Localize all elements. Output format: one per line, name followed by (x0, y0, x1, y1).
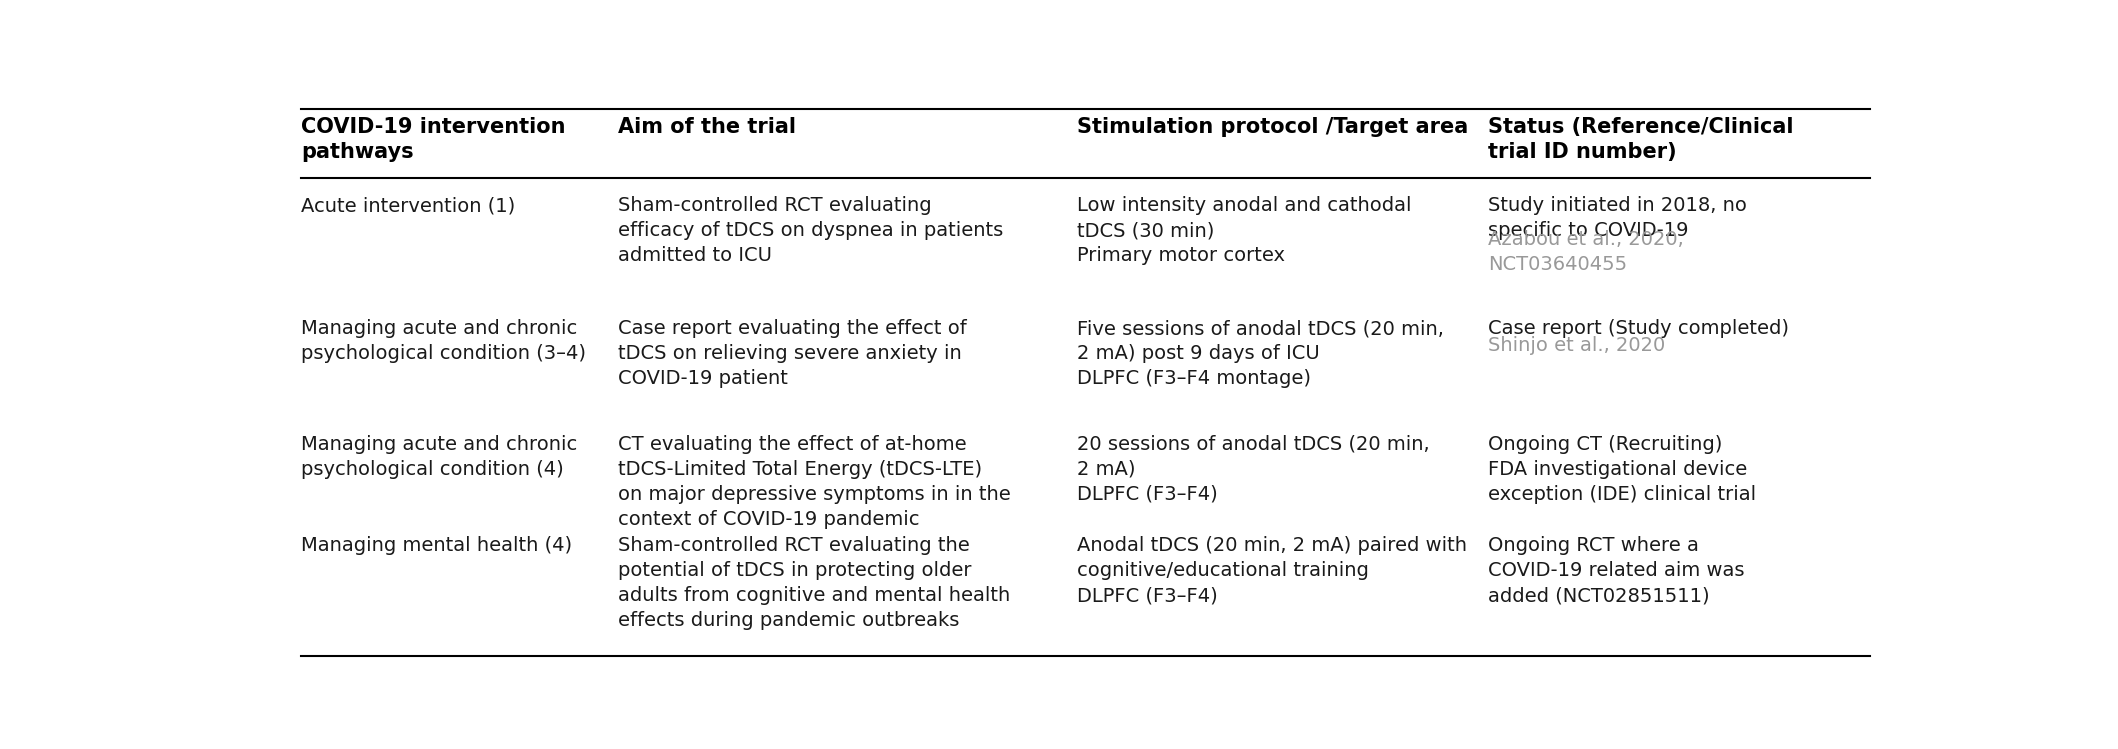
Text: Managing mental health (4): Managing mental health (4) (301, 536, 572, 556)
Text: Shinjo et al., 2020: Shinjo et al., 2020 (1487, 336, 1665, 355)
Text: Status (Reference/Clinical
trial ID number): Status (Reference/Clinical trial ID numb… (1487, 117, 1794, 163)
Text: Stimulation protocol /Target area: Stimulation protocol /Target area (1078, 117, 1468, 137)
Text: Sham-controlled RCT evaluating
efficacy of tDCS on dyspnea in patients
admitted : Sham-controlled RCT evaluating efficacy … (618, 196, 1004, 265)
Text: Five sessions of anodal tDCS (20 min,
2 mA) post 9 days of ICU
DLPFC (F3–F4 mont: Five sessions of anodal tDCS (20 min, 2 … (1078, 319, 1444, 388)
Text: Study initiated in 2018, no
specific to COVID-19: Study initiated in 2018, no specific to … (1487, 196, 1747, 240)
Text: Ongoing CT (Recruiting)
FDA investigational device
exception (IDE) clinical tria: Ongoing CT (Recruiting) FDA investigatio… (1487, 435, 1756, 504)
Text: Managing acute and chronic
psychological condition (3–4): Managing acute and chronic psychological… (301, 319, 587, 363)
Text: Case report (Study completed): Case report (Study completed) (1487, 319, 1788, 339)
Text: Anodal tDCS (20 min, 2 mA) paired with
cognitive/educational training
DLPFC (F3–: Anodal tDCS (20 min, 2 mA) paired with c… (1078, 536, 1468, 605)
Text: Ongoing RCT where a
COVID-19 related aim was
added (NCT02851511): Ongoing RCT where a COVID-19 related aim… (1487, 536, 1743, 605)
Text: Azabou et al., 2020,
NCT03640455: Azabou et al., 2020, NCT03640455 (1487, 230, 1684, 274)
Text: Aim of the trial: Aim of the trial (618, 117, 796, 137)
Text: Sham-controlled RCT evaluating the
potential of tDCS in protecting older
adults : Sham-controlled RCT evaluating the poten… (618, 536, 1010, 631)
Text: COVID-19 intervention
pathways: COVID-19 intervention pathways (301, 117, 566, 163)
Text: Low intensity anodal and cathodal
tDCS (30 min)
Primary motor cortex: Low intensity anodal and cathodal tDCS (… (1078, 196, 1413, 265)
Text: Managing acute and chronic
psychological condition (4): Managing acute and chronic psychological… (301, 435, 576, 479)
Text: 20 sessions of anodal tDCS (20 min,
2 mA)
DLPFC (F3–F4): 20 sessions of anodal tDCS (20 min, 2 mA… (1078, 435, 1430, 504)
Text: Case report evaluating the effect of
tDCS on relieving severe anxiety in
COVID-1: Case report evaluating the effect of tDC… (618, 319, 966, 388)
Text: Acute intervention (1): Acute intervention (1) (301, 196, 515, 215)
Text: CT evaluating the effect of at-home
tDCS-Limited Total Energy (tDCS-LTE)
on majo: CT evaluating the effect of at-home tDCS… (618, 435, 1010, 529)
